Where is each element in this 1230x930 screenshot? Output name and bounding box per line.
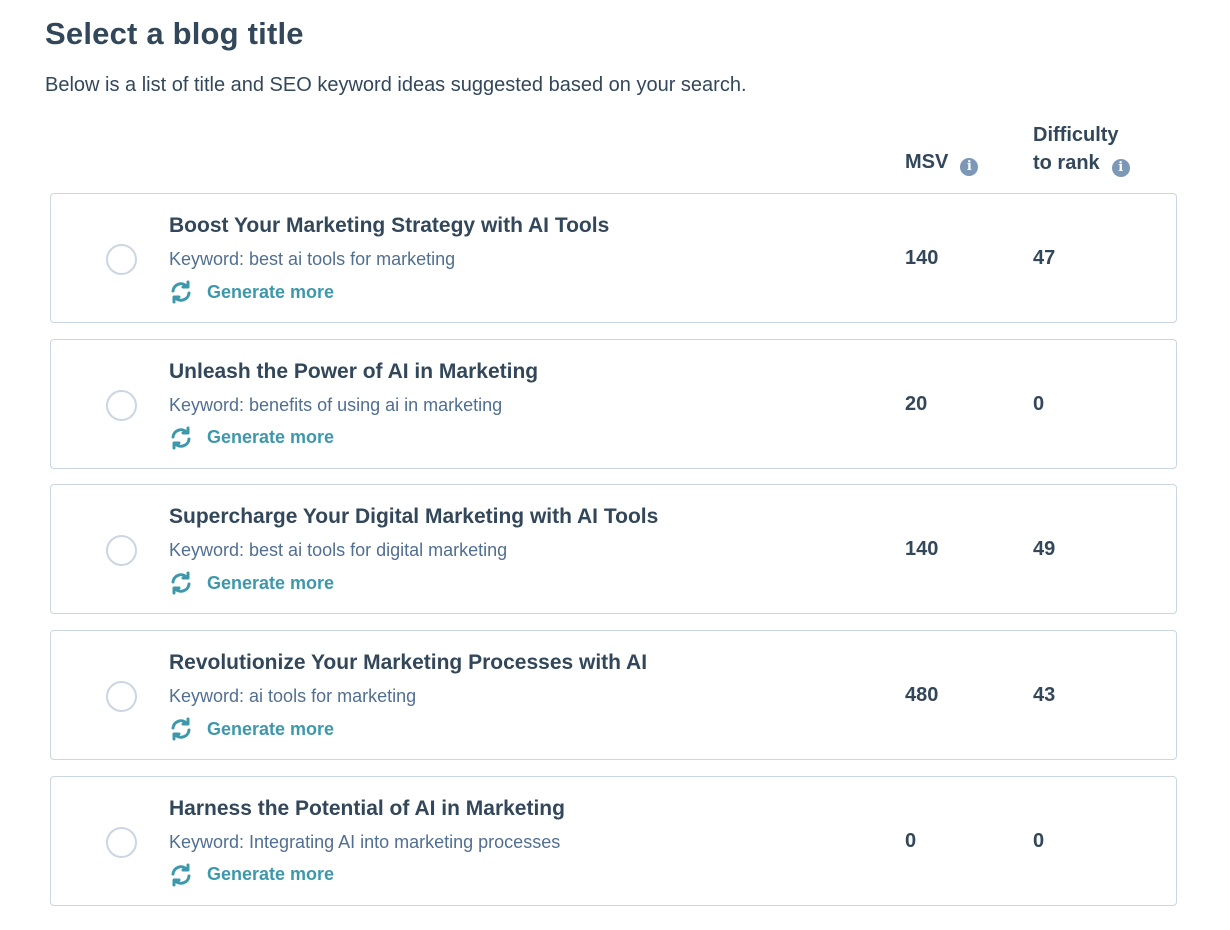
title-option-card[interactable]: Unleash the Power of AI in Marketing Key… (50, 338, 1177, 469)
difficulty-value: 49 (1033, 538, 1056, 561)
info-icon[interactable]: i (960, 158, 979, 176)
select-radio[interactable] (106, 244, 137, 275)
keyword: Keyword: ai tools for marketing (169, 686, 417, 707)
msv-value: 140 (905, 538, 939, 561)
keyword: Keyword: best ai tools for digital marke… (169, 540, 508, 561)
select-radio[interactable] (106, 389, 137, 421)
refresh-icon (171, 717, 191, 741)
difficulty-value: 0 (1033, 829, 1045, 852)
difficulty-value: 47 (1033, 247, 1056, 269)
title-option-card[interactable]: Revolutionize Your Marketing Processes w… (50, 630, 1177, 761)
generate-more-button[interactable]: Generate more (169, 571, 334, 595)
blog-title: Revolutionize Your Marketing Processes w… (169, 651, 648, 675)
generate-more-button[interactable]: Generate more (169, 717, 334, 741)
msv-value: 20 (905, 392, 928, 415)
msv-value: 480 (905, 684, 939, 707)
select-radio[interactable] (106, 535, 137, 567)
info-icon[interactable]: i (1111, 159, 1130, 177)
difficulty-value: 43 (1033, 684, 1056, 707)
title-option-card[interactable]: Boost Your Marketing Strategy with AI To… (50, 193, 1177, 323)
keyword: Keyword: Integrating AI into marketing p… (169, 831, 561, 852)
blog-title: Harness the Potential of AI in Marketing (169, 796, 565, 820)
difficulty-header: Difficulty to rank i (1033, 121, 1130, 177)
keyword: Keyword: benefits of using ai in marketi… (169, 394, 503, 415)
blog-title: Supercharge Your Digital Marketing with … (169, 505, 659, 529)
title-option-card[interactable]: Supercharge Your Digital Marketing with … (50, 484, 1177, 615)
refresh-icon (171, 571, 191, 595)
refresh-icon (171, 863, 191, 887)
page-subtitle: Below is a list of title and SEO keyword… (45, 74, 747, 96)
blog-title: Boost Your Marketing Strategy with AI To… (169, 214, 610, 237)
msv-value: 0 (905, 829, 917, 852)
generate-more-button[interactable]: Generate more (169, 863, 334, 887)
page-title: Select a blog title (45, 16, 304, 51)
keyword: Keyword: best ai tools for marketing (169, 249, 456, 269)
select-radio[interactable] (106, 681, 137, 713)
blog-title: Unleash the Power of AI in Marketing (169, 359, 539, 383)
msv-header: MSV i (905, 148, 979, 176)
difficulty-value: 0 (1033, 392, 1045, 415)
refresh-icon (171, 280, 191, 304)
msv-value: 140 (905, 247, 939, 269)
generate-more-button[interactable]: Generate more (169, 280, 334, 304)
refresh-icon (171, 426, 191, 450)
generate-more-button[interactable]: Generate more (169, 426, 334, 450)
title-option-card[interactable]: Harness the Potential of AI in Marketing… (50, 775, 1177, 906)
select-radio[interactable] (106, 826, 137, 858)
